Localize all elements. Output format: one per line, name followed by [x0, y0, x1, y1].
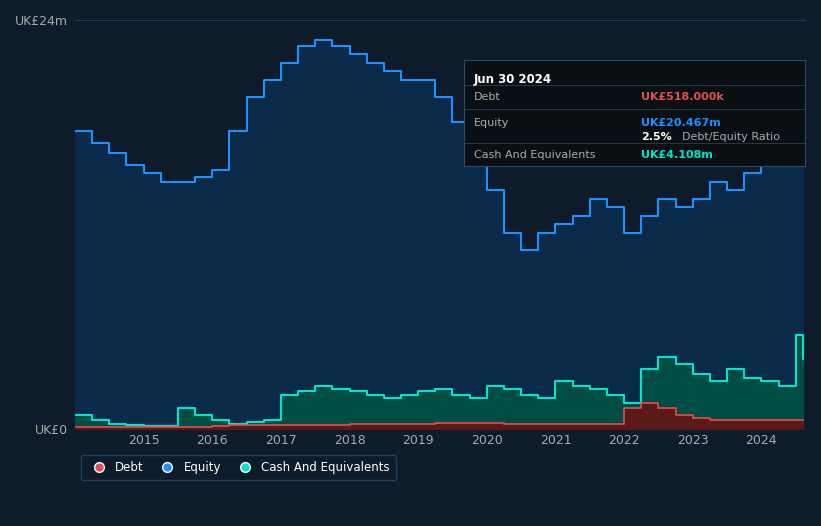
- Text: UK£4.108m: UK£4.108m: [641, 150, 713, 160]
- Text: 2.5%: 2.5%: [641, 132, 672, 143]
- Text: UK£518.000k: UK£518.000k: [641, 92, 724, 102]
- Text: Debt/Equity Ratio: Debt/Equity Ratio: [682, 132, 780, 143]
- Text: UK£20.467m: UK£20.467m: [641, 118, 721, 128]
- Text: Cash And Equivalents: Cash And Equivalents: [474, 150, 595, 160]
- Legend: Debt, Equity, Cash And Equivalents: Debt, Equity, Cash And Equivalents: [80, 455, 396, 480]
- Text: Debt: Debt: [474, 92, 501, 102]
- Text: Jun 30 2024: Jun 30 2024: [474, 73, 553, 86]
- Text: Equity: Equity: [474, 118, 510, 128]
